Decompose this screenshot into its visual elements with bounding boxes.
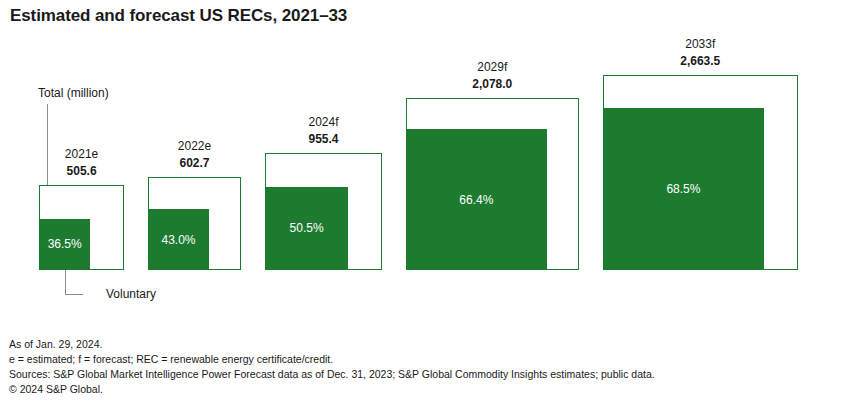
footnote-line: © 2024 S&P Global.: [9, 382, 655, 397]
total-callout-label: Total (million): [38, 86, 109, 100]
voluntary-pct-label-2029f: 66.4%: [406, 193, 547, 207]
voluntary-pct-label-2033f: 68.5%: [603, 182, 765, 196]
year-label-2029f: 2029f: [412, 59, 572, 76]
footnote-line: As of Jan. 29, 2024.: [9, 337, 655, 352]
total-square-2029f: 2029f2,078.066.4%: [406, 98, 579, 271]
total-square-2022e: 2022e602.743.0%: [148, 177, 241, 270]
total-square-2024f: 2024f955.450.5%: [265, 153, 382, 270]
voluntary-pct-label-2021e: 36.5%: [39, 237, 90, 251]
voluntary-square-2024f: 50.5%: [265, 187, 348, 270]
footnote-line: Sources: S&P Global Market Intelligence …: [9, 367, 655, 382]
voluntary-square-2022e: 43.0%: [148, 209, 209, 270]
total-square-2033f: 2033f2,663.568.5%: [603, 75, 798, 270]
voluntary-square-2033f: 68.5%: [603, 108, 765, 270]
total-square-2021e: 2021e505.636.5%: [39, 185, 124, 270]
total-value-label-2029f: 2,078.0: [412, 76, 572, 93]
voluntary-pct-label-2024f: 50.5%: [265, 221, 348, 235]
voluntary-pct-label-2022e: 43.0%: [148, 233, 209, 247]
footnotes: As of Jan. 29, 2024.e = estimated; f = f…: [9, 337, 655, 397]
bar-label-block: 2024f955.4: [244, 114, 404, 148]
chart-page: Estimated and forecast US RECs, 2021–33 …: [0, 0, 850, 400]
voluntary-callout-line-vertical: [65, 270, 66, 294]
voluntary-square-2021e: 36.5%: [39, 219, 90, 270]
year-label-2024f: 2024f: [244, 114, 404, 131]
bar-label-block: 2033f2,663.5: [620, 36, 780, 70]
voluntary-square-2029f: 66.4%: [406, 129, 547, 270]
total-value-label-2024f: 955.4: [244, 131, 404, 148]
total-value-label-2033f: 2,663.5: [620, 53, 780, 70]
bar-label-block: 2029f2,078.0: [412, 59, 572, 93]
voluntary-callout-line-horizontal: [65, 294, 83, 295]
footnote-line: e = estimated; f = forecast; REC = renew…: [9, 352, 655, 367]
year-label-2033f: 2033f: [620, 36, 780, 53]
voluntary-callout-label: Voluntary: [106, 287, 156, 301]
total-callout-line: [47, 104, 48, 185]
total-value-label-2022e: 602.7: [115, 155, 275, 172]
